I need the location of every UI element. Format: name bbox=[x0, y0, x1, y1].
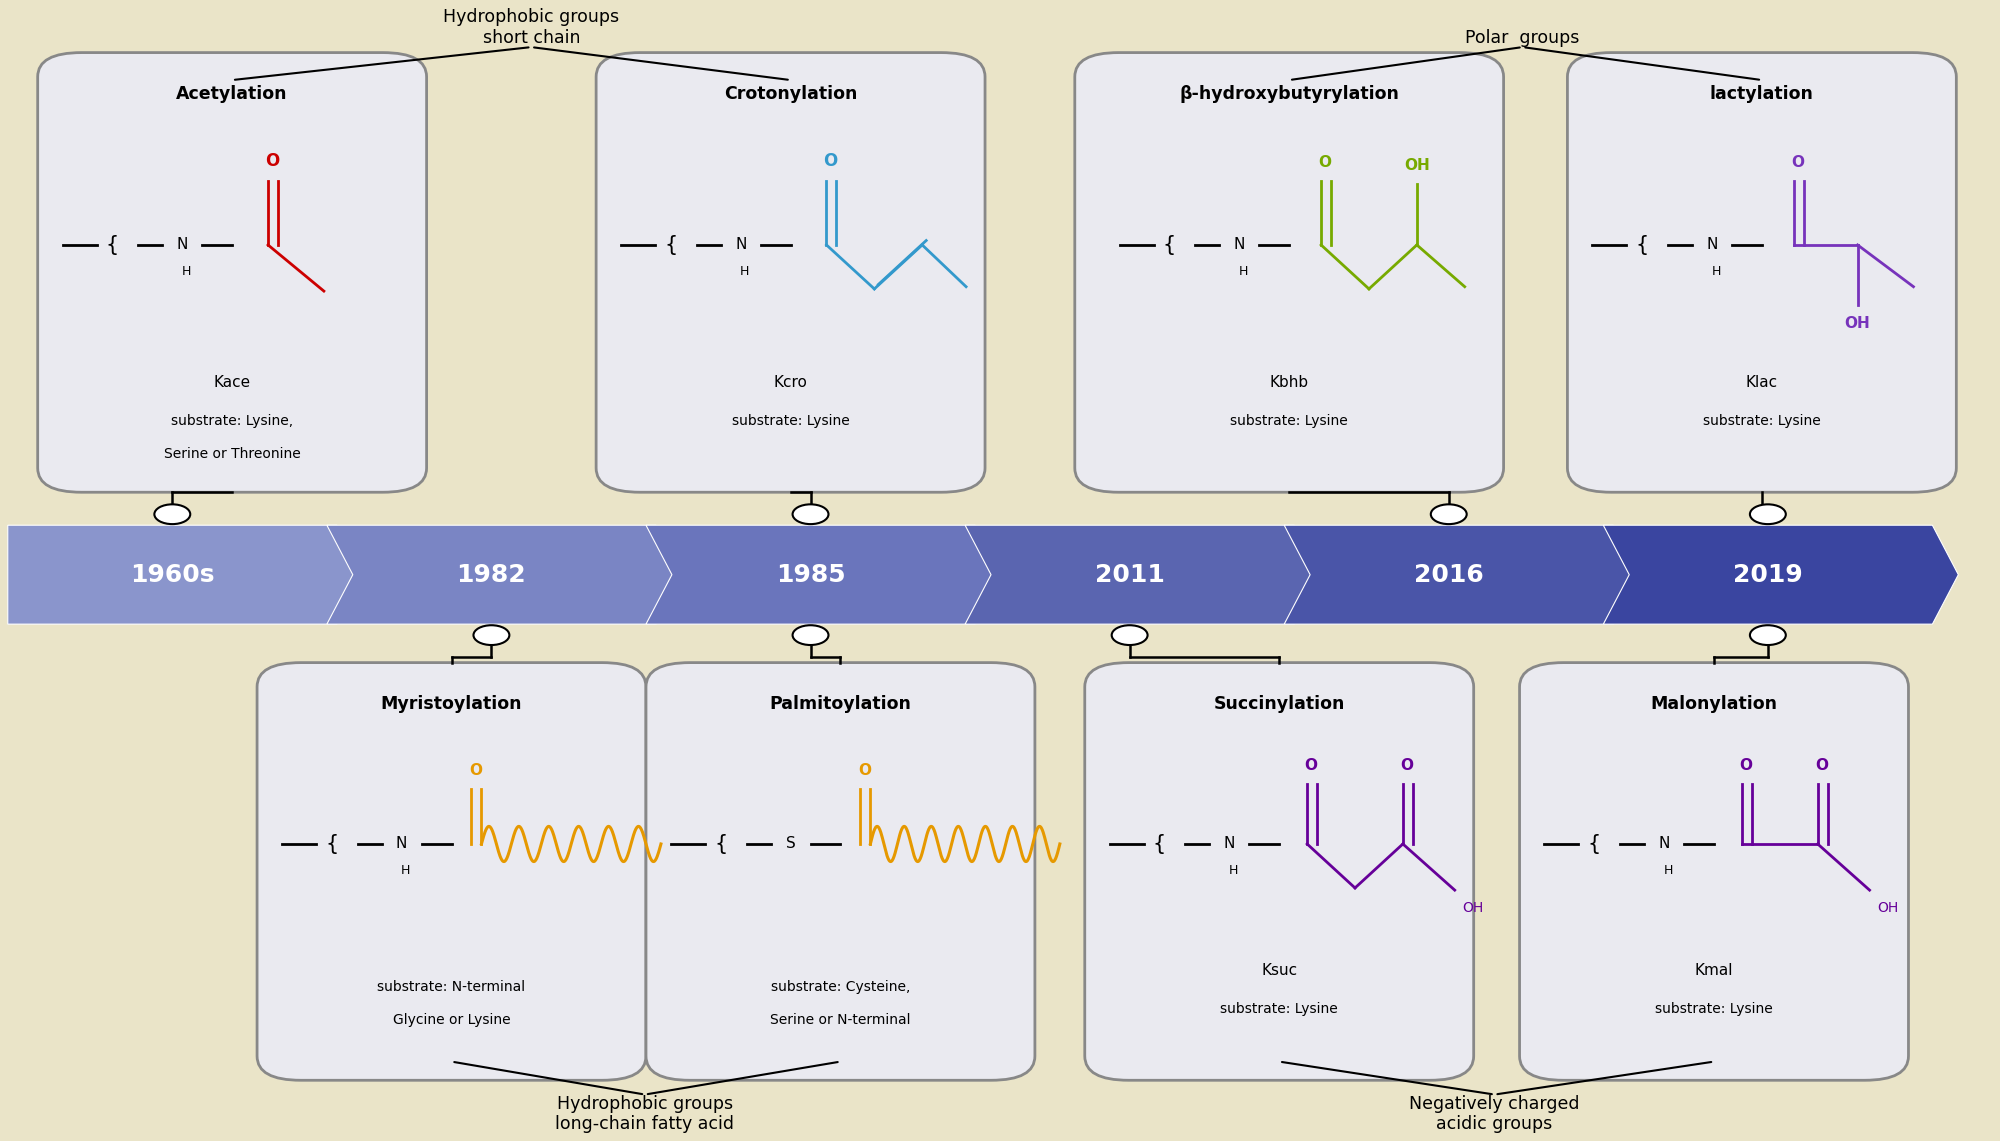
Text: Glycine or Lysine: Glycine or Lysine bbox=[392, 1013, 510, 1027]
Polygon shape bbox=[326, 525, 682, 624]
Text: H: H bbox=[1238, 265, 1248, 277]
Text: Hydrophobic groups
short chain: Hydrophobic groups short chain bbox=[444, 8, 620, 47]
Text: Palmitoylation: Palmitoylation bbox=[770, 695, 912, 713]
Text: {: { bbox=[1588, 834, 1600, 853]
FancyBboxPatch shape bbox=[1084, 663, 1474, 1081]
Text: 1985: 1985 bbox=[776, 563, 846, 586]
Text: substrate: Lysine: substrate: Lysine bbox=[732, 414, 850, 428]
Text: Kace: Kace bbox=[214, 375, 250, 390]
Text: O: O bbox=[264, 152, 280, 170]
Text: N: N bbox=[736, 237, 746, 252]
Text: N: N bbox=[1224, 836, 1236, 851]
Text: Serine or N-terminal: Serine or N-terminal bbox=[770, 1013, 910, 1027]
Text: lactylation: lactylation bbox=[1710, 86, 1814, 104]
FancyBboxPatch shape bbox=[646, 663, 1034, 1081]
Polygon shape bbox=[1284, 525, 1640, 624]
Text: H: H bbox=[400, 864, 410, 876]
Text: OH: OH bbox=[1844, 316, 1870, 331]
Circle shape bbox=[792, 625, 828, 645]
Text: Kmal: Kmal bbox=[1694, 963, 1734, 978]
Text: 1982: 1982 bbox=[456, 563, 526, 586]
Text: Succinylation: Succinylation bbox=[1214, 695, 1344, 713]
Text: O: O bbox=[1304, 758, 1318, 772]
Text: O: O bbox=[1400, 758, 1414, 772]
FancyBboxPatch shape bbox=[38, 52, 426, 492]
Text: Serine or Threonine: Serine or Threonine bbox=[164, 447, 300, 461]
Text: Klac: Klac bbox=[1746, 375, 1778, 390]
Text: Kbhb: Kbhb bbox=[1270, 375, 1308, 390]
Text: N: N bbox=[1234, 237, 1246, 252]
Text: N: N bbox=[1706, 237, 1718, 252]
Text: 2016: 2016 bbox=[1414, 563, 1484, 586]
Text: Negatively charged
acidic groups: Negatively charged acidic groups bbox=[1410, 1094, 1580, 1133]
Text: Polar  groups: Polar groups bbox=[1466, 29, 1580, 47]
Text: substrate: Lysine: substrate: Lysine bbox=[1704, 414, 1820, 428]
Text: H: H bbox=[1712, 265, 1720, 277]
FancyBboxPatch shape bbox=[1074, 52, 1504, 492]
Polygon shape bbox=[646, 525, 1000, 624]
Text: S: S bbox=[786, 836, 796, 851]
Text: OH: OH bbox=[1404, 159, 1430, 173]
Text: O: O bbox=[1792, 155, 1804, 170]
Text: H: H bbox=[1664, 864, 1672, 876]
Text: N: N bbox=[1658, 836, 1670, 851]
Text: Acetylation: Acetylation bbox=[176, 86, 288, 104]
Text: {: { bbox=[326, 834, 338, 853]
Text: substrate: Cysteine,: substrate: Cysteine, bbox=[770, 980, 910, 994]
Text: substrate: Lysine: substrate: Lysine bbox=[1220, 1002, 1338, 1015]
Text: Hydrophobic groups
long-chain fatty acid: Hydrophobic groups long-chain fatty acid bbox=[556, 1094, 734, 1133]
Text: 2011: 2011 bbox=[1094, 563, 1164, 586]
Text: Myristoylation: Myristoylation bbox=[380, 695, 522, 713]
Text: N: N bbox=[396, 836, 408, 851]
FancyBboxPatch shape bbox=[258, 663, 646, 1081]
Polygon shape bbox=[8, 525, 362, 624]
Circle shape bbox=[1750, 625, 1786, 645]
Text: OH: OH bbox=[1462, 901, 1484, 915]
Circle shape bbox=[792, 504, 828, 524]
Text: substrate: Lysine: substrate: Lysine bbox=[1656, 1002, 1772, 1015]
Text: Kcro: Kcro bbox=[774, 375, 808, 390]
Text: N: N bbox=[176, 237, 188, 252]
Text: O: O bbox=[858, 763, 870, 778]
Text: substrate: Lysine: substrate: Lysine bbox=[1230, 414, 1348, 428]
Text: {: { bbox=[1152, 834, 1166, 853]
Text: β-hydroxybutyrylation: β-hydroxybutyrylation bbox=[1180, 86, 1400, 104]
Text: Crotonylation: Crotonylation bbox=[724, 86, 858, 104]
FancyBboxPatch shape bbox=[1568, 52, 1956, 492]
Text: 1960s: 1960s bbox=[130, 563, 214, 586]
Text: substrate: Lysine,: substrate: Lysine, bbox=[172, 414, 294, 428]
Text: O: O bbox=[824, 152, 838, 170]
FancyBboxPatch shape bbox=[596, 52, 986, 492]
FancyBboxPatch shape bbox=[1520, 663, 1908, 1081]
Polygon shape bbox=[966, 525, 1320, 624]
Circle shape bbox=[154, 504, 190, 524]
Polygon shape bbox=[1604, 525, 1958, 624]
Circle shape bbox=[474, 625, 510, 645]
Circle shape bbox=[1750, 504, 1786, 524]
Text: Ksuc: Ksuc bbox=[1262, 963, 1298, 978]
Text: O: O bbox=[1816, 758, 1828, 772]
Text: {: { bbox=[1636, 235, 1648, 254]
Text: {: { bbox=[664, 235, 678, 254]
Text: O: O bbox=[468, 763, 482, 778]
Text: {: { bbox=[1162, 235, 1176, 254]
Text: OH: OH bbox=[1878, 901, 1898, 915]
Text: substrate: N-terminal: substrate: N-terminal bbox=[378, 980, 526, 994]
Text: O: O bbox=[1740, 758, 1752, 772]
Text: {: { bbox=[106, 235, 120, 254]
Text: O: O bbox=[1318, 155, 1332, 170]
Text: 2019: 2019 bbox=[1732, 563, 1802, 586]
Text: {: { bbox=[714, 834, 728, 853]
Circle shape bbox=[1430, 504, 1466, 524]
Text: H: H bbox=[1228, 864, 1238, 876]
Text: H: H bbox=[740, 265, 750, 277]
Circle shape bbox=[1112, 625, 1148, 645]
Text: Malonylation: Malonylation bbox=[1650, 695, 1778, 713]
Text: H: H bbox=[182, 265, 190, 277]
